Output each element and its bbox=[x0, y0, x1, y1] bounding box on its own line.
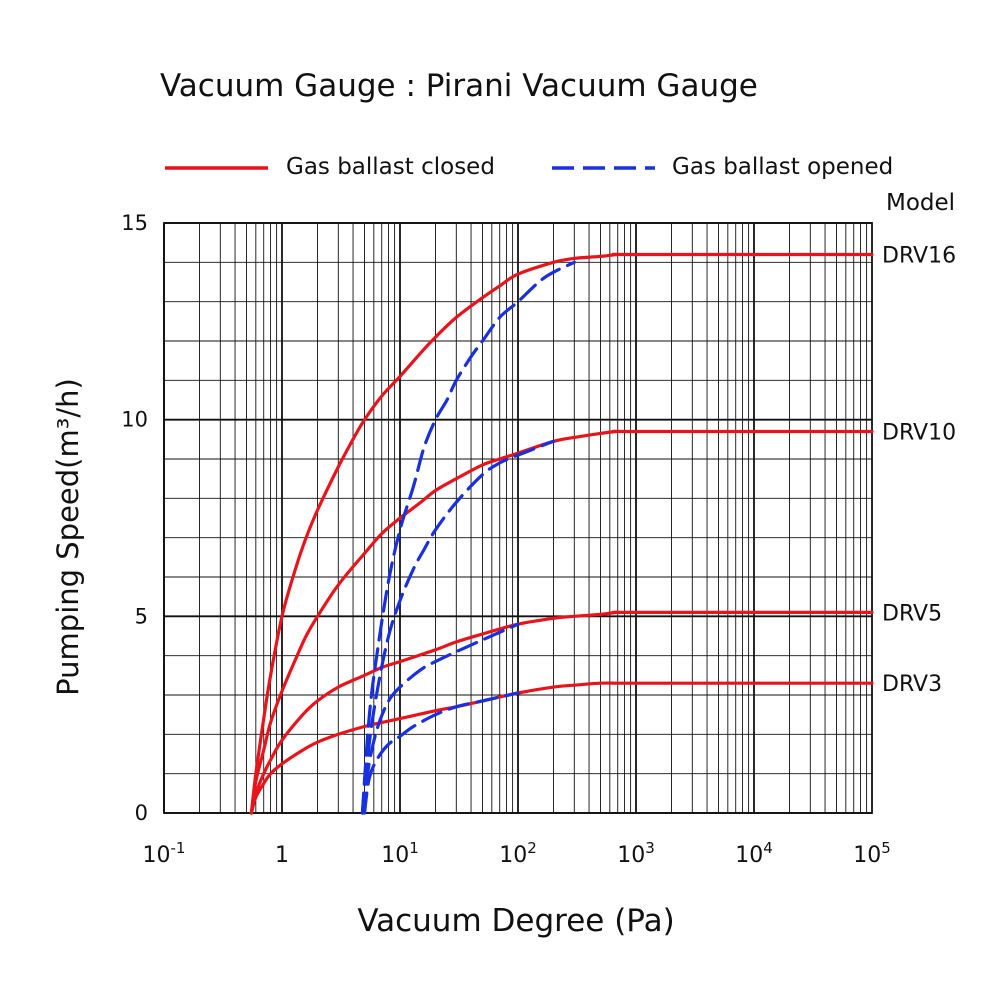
series-line-drv5-closed bbox=[249, 610, 874, 815]
series-line-drv5-opened bbox=[360, 622, 520, 815]
axis-ticks: 0 5 10 15 10-1 1 101 102 103 104 105 bbox=[121, 211, 891, 868]
model-label-drv3: DRV3 bbox=[882, 672, 942, 697]
chart-title: Vacuum Gauge : Pirani Vacuum Gauge bbox=[160, 68, 758, 104]
plot-grid bbox=[163, 222, 873, 814]
x-tick-label: 104 bbox=[735, 839, 773, 868]
model-label-drv16: DRV16 bbox=[882, 243, 956, 268]
x-tick-label: 101 bbox=[381, 839, 419, 868]
x-axis-label: Vacuum Degree (Pa) bbox=[357, 903, 675, 939]
legend-label-closed: Gas ballast closed bbox=[286, 154, 495, 180]
y-tick-label: 0 bbox=[135, 801, 148, 825]
series-line-drv3-opened bbox=[362, 691, 520, 815]
series-line-drv10-opened bbox=[360, 439, 556, 815]
x-tick-label: 103 bbox=[617, 839, 655, 868]
y-tick-label: 15 bbox=[121, 211, 148, 235]
curves bbox=[249, 252, 874, 815]
y-tick-label: 10 bbox=[121, 408, 148, 432]
x-tick-label: 105 bbox=[853, 839, 891, 868]
series-line-drv10-closed bbox=[249, 429, 874, 815]
x-tick-label: 1 bbox=[275, 843, 289, 868]
x-tick-label: 102 bbox=[499, 839, 537, 868]
x-tick-label: 10-1 bbox=[143, 839, 186, 868]
legend-label-opened: Gas ballast opened bbox=[672, 154, 894, 180]
y-tick-label: 5 bbox=[135, 604, 148, 628]
series-line-drv16-opened bbox=[360, 260, 576, 815]
model-label-drv5: DRV5 bbox=[882, 601, 942, 626]
model-header: Model bbox=[886, 190, 956, 216]
plot-frame bbox=[163, 222, 873, 814]
series-line-drv16-closed bbox=[249, 252, 874, 815]
series-line-drv3-closed bbox=[249, 681, 874, 815]
model-labels: DRV16 DRV10 DRV5 DRV3 bbox=[882, 243, 956, 697]
model-label-drv10: DRV10 bbox=[882, 420, 956, 445]
